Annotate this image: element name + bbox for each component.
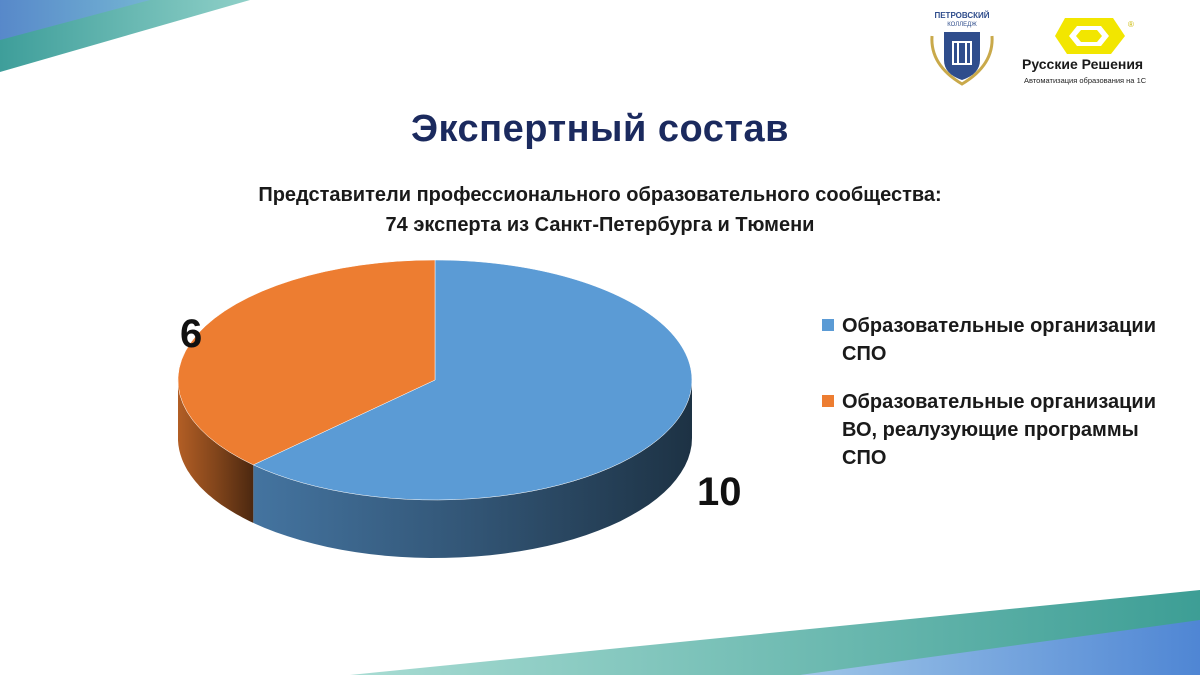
legend-item-spo: Образовательные организации СПО xyxy=(822,312,1182,368)
legend-swatch-orange xyxy=(822,395,834,407)
svg-text:ПЕТРОВСКИЙ: ПЕТРОВСКИЙ xyxy=(934,11,989,20)
pie-chart xyxy=(177,259,693,558)
legend-item-vo: Образовательные организации ВО, реалузую… xyxy=(822,388,1182,472)
pie-slice-2 xyxy=(177,259,436,466)
data-label-slice-2: 6 xyxy=(180,312,203,356)
pie-side-2 xyxy=(178,380,254,523)
brand-name: Русские Решения xyxy=(1022,56,1144,72)
college-logo: ПЕТРОВСКИЙ КОЛЛЕДЖ xyxy=(922,10,1002,90)
top-left-band-blue xyxy=(0,0,150,40)
data-label-slice-1: 10 xyxy=(697,470,742,514)
brand-tagline: Автоматизация образования на 1С xyxy=(1024,76,1147,85)
pie-slice-1 xyxy=(252,259,693,501)
subtitle-line-1: Представители профессионального образова… xyxy=(258,184,942,206)
bottom-right-band-blue xyxy=(800,620,1200,675)
subtitle: Представители профессионального образова… xyxy=(0,180,1200,240)
subtitle-line-2: 74 эксперта из Санкт-Петербурга и Тюмени xyxy=(385,214,815,236)
legend-label: Образовательные организации ВО, реалузую… xyxy=(842,391,1157,469)
chart-legend: Образовательные организации СПО Образова… xyxy=(822,312,1182,492)
legend-label: Образовательные организации СПО xyxy=(842,315,1157,365)
page-title: Экспертный состав xyxy=(411,108,789,150)
brand-mark-icon xyxy=(1055,18,1125,54)
pie-side-1 xyxy=(253,380,693,558)
legend-swatch-blue xyxy=(822,319,834,331)
svg-text:КОЛЛЕДЖ: КОЛЛЕДЖ xyxy=(947,22,977,28)
russkie-resheniya-logo: ® Русские Решения Автоматизация образова… xyxy=(1010,14,1185,94)
